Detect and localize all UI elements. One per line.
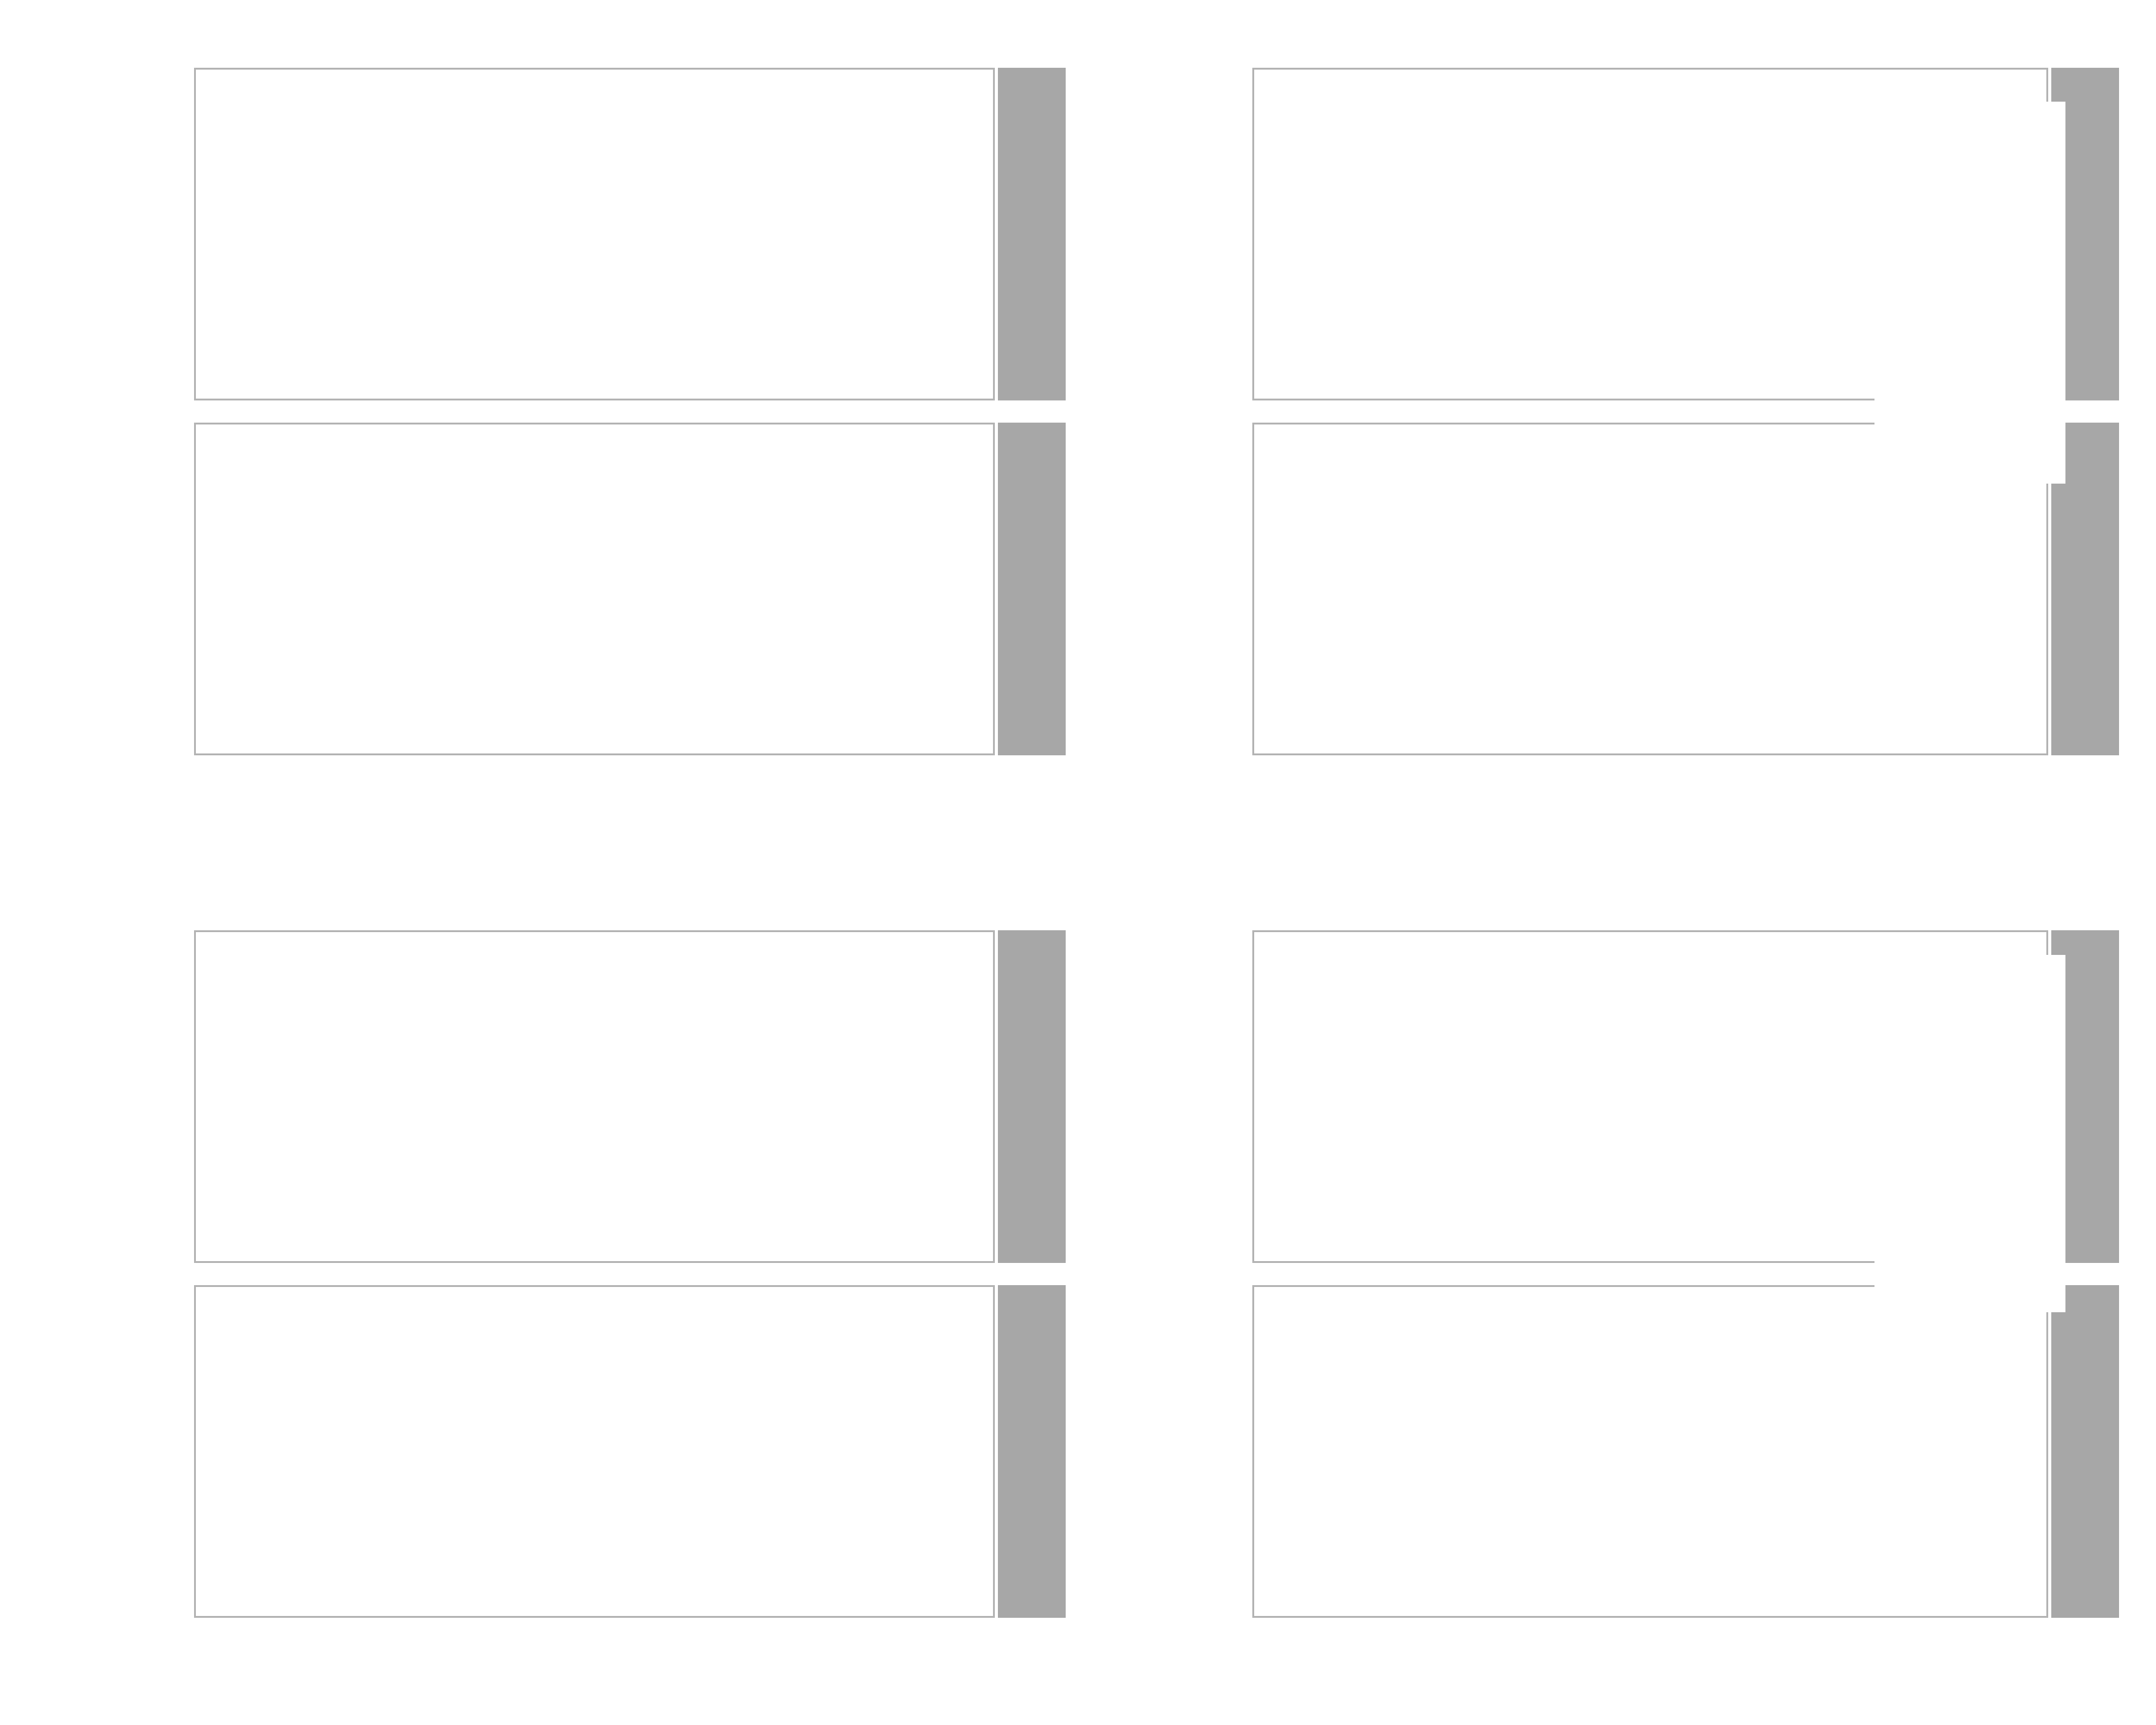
timeseries-A-training [196,70,381,162]
timeseries-A-testing [196,424,381,517]
facet-C-testing [0,1285,1078,1618]
panel-B [1078,0,2156,862]
facet-strip-A-training [998,68,1066,400]
legend-D [1874,955,2065,1312]
plot-panel-A-testing [194,423,995,755]
facet-C-training [0,930,1078,1263]
facet-strip-C-training [998,930,1066,1263]
facet-D-testing [1078,1285,2156,1618]
plot-panel-C-testing [194,1285,995,1618]
timeseries-C-training [196,932,381,1025]
plot-panel-D-testing [1252,1285,2048,1618]
plot-panel-A-training [194,68,995,400]
panel-C [0,862,1078,1725]
facet-A-training [0,68,1078,400]
facet-A-testing [0,423,1078,755]
plot-panel-C-training [194,930,995,1263]
facet-strip-D-testing [2051,1285,2119,1618]
density-scatter-D-testing [1254,1287,2046,1616]
facet-strip-A-testing [998,423,1066,755]
legend-B [1874,102,2065,484]
panel-A [0,0,1078,862]
facet-strip-C-testing [998,1285,1066,1618]
panel-D [1078,862,2156,1725]
timeseries-C-testing [196,1287,381,1379]
